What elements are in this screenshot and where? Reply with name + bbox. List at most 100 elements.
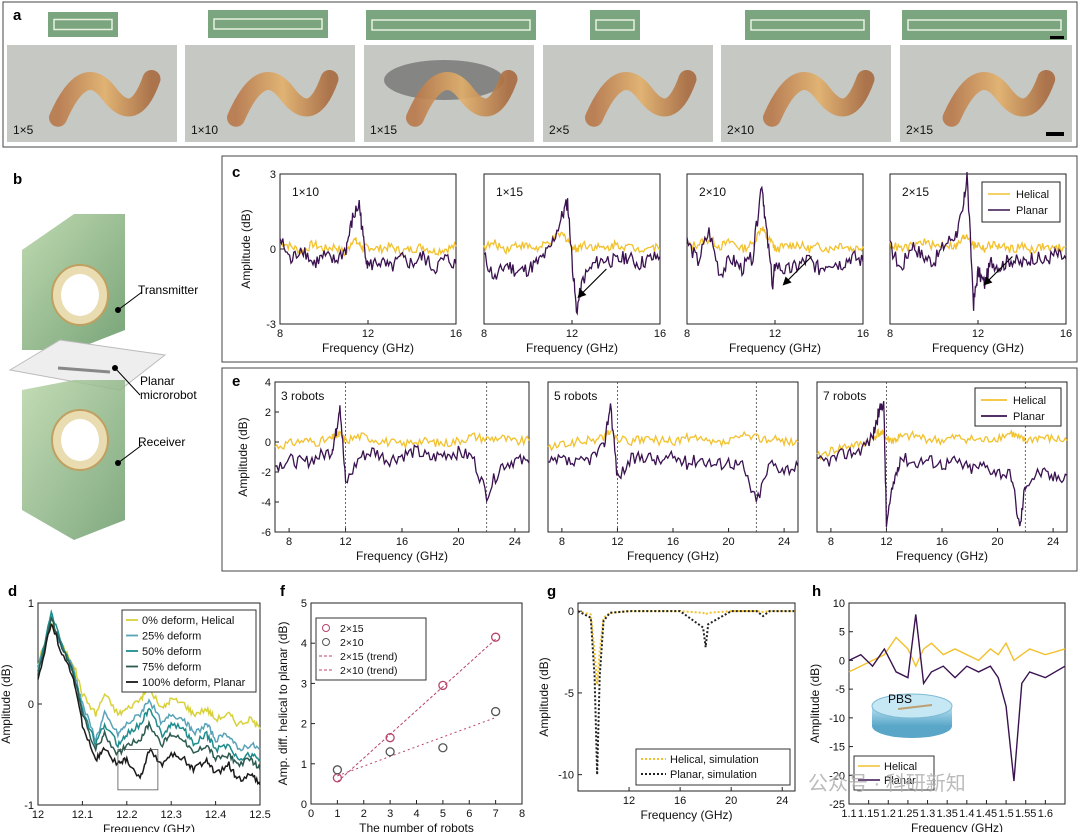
xtick-label-c2: 12 (566, 328, 578, 340)
arrow-head-c2 (577, 289, 587, 298)
robot-shape-2 (406, 69, 518, 127)
chip-photo-4 (745, 10, 870, 40)
legend-marker-f (322, 624, 330, 632)
xtick-label-f: 8 (519, 808, 525, 820)
photo-label-0: 1×5 (13, 123, 34, 137)
legend-g (635, 748, 791, 786)
legend-label-d: 0% deform, Helical (142, 615, 234, 627)
point-2x15 (490, 632, 501, 642)
legend-label-d: 25% deform (142, 631, 201, 643)
robot-pointer (114, 367, 141, 396)
series-c1-helical (280, 237, 457, 257)
chip-trace-4 (750, 19, 865, 31)
ytick-label-h: 10 (833, 598, 845, 610)
chart-c2: 8 12 16 Frequency (GHz) 1×15 (481, 173, 666, 355)
arrow-head-c4 (983, 276, 993, 286)
chart-c3: 8 12 16 Frequency (GHz) 2×10 (684, 173, 869, 355)
label-receiver: Receiver (138, 435, 185, 449)
ytick-label-h: -10 (829, 713, 845, 725)
xtick-label-e1: 20 (452, 536, 464, 548)
legend-label-f: 2×15 (trend) (340, 651, 398, 663)
legend-label-g: Planar, simulation (670, 769, 757, 781)
ytick-label-h: 5 (839, 627, 845, 639)
zoom-box-d (117, 749, 159, 791)
xtick-label-f: 5 (440, 808, 446, 820)
legend-d (121, 609, 257, 693)
panel-letter-h: h (812, 583, 821, 600)
ytick-label-d: -1 (24, 800, 34, 812)
xtick-label-f: 7 (493, 808, 499, 820)
chip-photo-0 (48, 12, 118, 37)
transmitter-pointer (117, 291, 143, 311)
series-c4-helical (889, 233, 1067, 255)
xtick-label-c4: 8 (887, 328, 893, 340)
xtick-label-e3: 8 (828, 536, 834, 548)
arrow-line-c4 (985, 256, 1013, 283)
chip-trace-5 (907, 19, 1062, 31)
legend-label-h: Planar (884, 775, 916, 787)
ytick-label-e1: -2 (261, 467, 271, 479)
panel-e-frame (221, 367, 1078, 572)
arrow-line-c2 (579, 268, 607, 296)
xtick-label-e3: 20 (991, 536, 1003, 548)
xtick-label-g: 20 (725, 795, 737, 807)
xtick-label-e2: 20 (722, 536, 734, 548)
label-e3: 7 robots (823, 389, 866, 403)
ytick-label-c1: 3 (270, 169, 276, 181)
ytick-label-h: -25 (829, 799, 845, 811)
xtick-label-f: 0 (308, 808, 314, 820)
series-c4-planar (889, 171, 1067, 311)
ytick-label-e1: -6 (261, 527, 271, 539)
label-planar: Planar (140, 374, 175, 388)
xlabel-h: Frequency (GHz) (911, 821, 1003, 832)
legend-label-d: 75% deform (142, 662, 201, 674)
ytick-label-e1: 4 (265, 377, 271, 389)
xtick-label-h: 1.5 (998, 808, 1013, 820)
xtick-label-h: 1.15 (858, 808, 879, 820)
ylabel-h: Amplitude (dB) (808, 664, 822, 743)
chart-g: 12 16 20 24 -10 -5 0 Frequency (GHz) Amplitude (… (537, 602, 796, 822)
xtick-label-e1: 12 (339, 536, 351, 548)
xlabel-e3: Frequency (GHz) (896, 549, 988, 563)
photo-label-3: 2×5 (549, 123, 570, 137)
series-e1-helical (274, 430, 530, 451)
point-2x15 (385, 733, 395, 743)
robot-shape-4 (763, 69, 875, 127)
panel-letter-f: f (280, 583, 286, 600)
series-e2-planar (547, 403, 799, 502)
series-g-planar (577, 610, 795, 775)
transmitter-hole (61, 274, 99, 316)
xlabel-c1: Frequency (GHz) (322, 341, 414, 355)
xtick-label-c3: 16 (857, 328, 869, 340)
legend-e3 (974, 387, 1062, 427)
series-e3-planar (816, 401, 1068, 527)
xlabel-e2: Frequency (GHz) (627, 549, 719, 563)
pbs-label: PBS (888, 692, 912, 706)
chip-photo-3 (590, 10, 640, 40)
series-c2-planar (483, 198, 661, 316)
legend-label-f: 2×10 (trend) (340, 665, 398, 677)
robot-shape-1 (227, 69, 339, 127)
ylabel-f: Amp. diff. helical to planar (dB) (276, 622, 290, 786)
ytick-label-f: 3 (301, 678, 307, 690)
xtick-label-f: 4 (413, 808, 419, 820)
legend-label-d: 100% deform, Planar (142, 677, 246, 689)
series-e2-helical (547, 427, 799, 452)
xtick-label-c4: 16 (1060, 328, 1072, 340)
xtick-label-c3: 8 (684, 328, 690, 340)
xtick-label-e1: 24 (509, 536, 521, 548)
label-c1: 1×10 (292, 185, 319, 199)
ytick-label-g: -5 (564, 688, 574, 700)
panel-a-photos: 1×5 1×10 1×15 2×5 2×10 2×15 (7, 10, 1072, 142)
series-c3-planar (686, 185, 864, 290)
xtick-label-f: 6 (466, 808, 472, 820)
xtick-label-f: 1 (334, 808, 340, 820)
ytick-label-h: -20 (829, 770, 845, 782)
ytick-label-h: 0 (839, 655, 845, 667)
pbs-inset (871, 693, 953, 738)
label-e1: 3 robots (281, 389, 324, 403)
xlabel-c2: Frequency (GHz) (526, 341, 618, 355)
chart-c1: 8 12 16 -3 0 3 Frequency (GHz) Amplitude (dB) 1×… (239, 169, 462, 355)
legend-label-e3: Helical (1013, 395, 1046, 407)
xlabel-g: Frequency (GHz) (640, 808, 732, 822)
